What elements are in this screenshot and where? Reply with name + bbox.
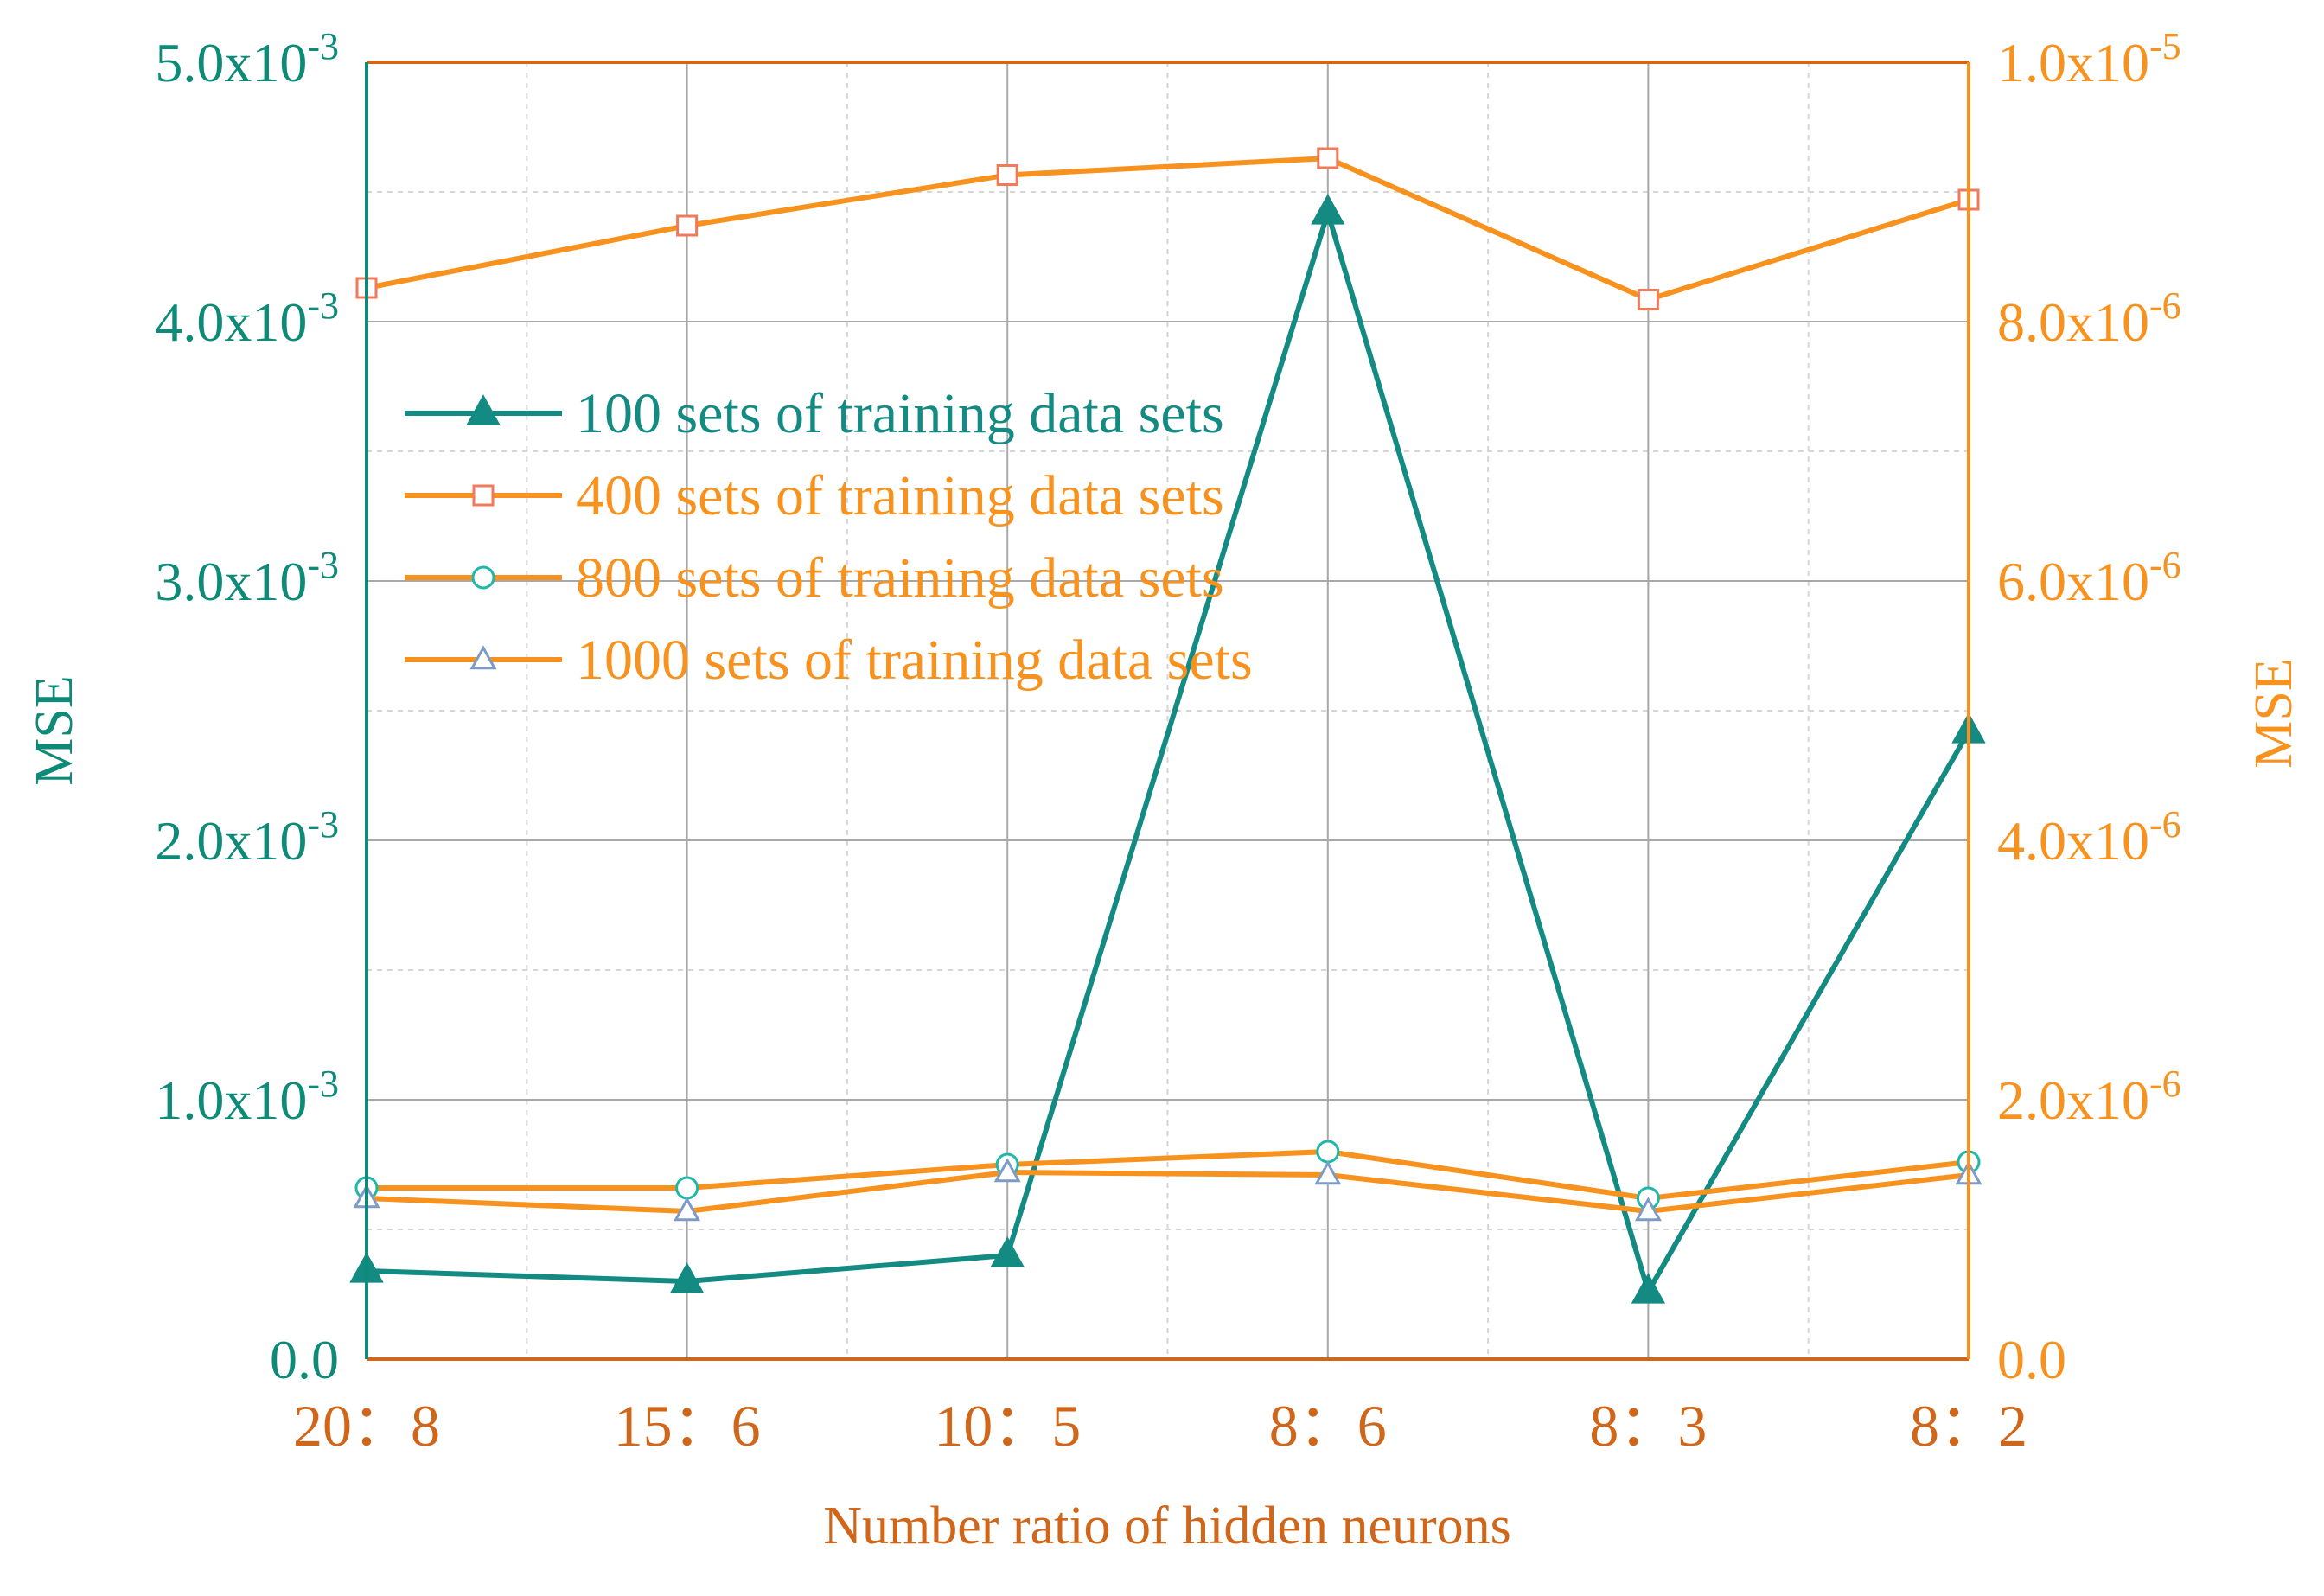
x-tick-label: 20：8 (293, 1393, 440, 1459)
data-point-s1-5 (1631, 1273, 1666, 1304)
left-tick-label: 2.0x10-3 (155, 803, 339, 871)
right-tick-label-exponent: -6 (2149, 544, 2181, 586)
right-tick-label-mantissa: 1.0x10 (1997, 32, 2149, 93)
right-tick-label-mantissa: 8.0x10 (1997, 291, 2149, 353)
left-axis-ticks: 0.01.0x10-32.0x10-33.0x10-34.0x10-35.0x1… (155, 25, 339, 1390)
data-point-s1-2 (669, 1262, 705, 1293)
legend-label-1: 100 sets of training data sets (576, 382, 1224, 445)
legend-marker-4 (469, 645, 497, 670)
legend-marker-1 (466, 394, 501, 425)
left-tick-label: 5.0x10-3 (155, 25, 339, 93)
left-tick-label-exponent: -3 (307, 284, 339, 327)
data-point-s2-4 (1317, 147, 1339, 169)
series-line-1 (366, 210, 1971, 1294)
left-tick-label-mantissa: 1.0x10 (155, 1069, 307, 1131)
axes (365, 61, 1970, 1361)
right-tick-label: 0.0 (1997, 1329, 2066, 1390)
data-point-s2-2 (676, 214, 699, 237)
left-tick-label: 0.0 (270, 1329, 339, 1390)
right-tick-label: 4.0x10-6 (1997, 803, 2181, 871)
left-tick-label-mantissa: 4.0x10 (155, 291, 307, 353)
data-point-s3-4 (1316, 1140, 1340, 1164)
data-point-s4-4 (1314, 1160, 1342, 1185)
right-tick-label-exponent: -6 (2149, 1063, 2181, 1105)
left-tick-label: 3.0x10-3 (155, 544, 339, 612)
data-point-s2-3 (996, 164, 1018, 186)
legend-marker-3 (471, 565, 495, 590)
right-tick-label: 2.0x10-6 (1997, 1063, 2181, 1131)
x-tick-label: 10：5 (934, 1393, 1081, 1459)
left-tick-label-exponent: -3 (307, 1063, 339, 1105)
data-point-s4-3 (993, 1158, 1021, 1183)
left-tick-label-exponent: -3 (307, 544, 339, 586)
series-layer (349, 147, 1986, 1304)
left-tick-label-exponent: -3 (307, 25, 339, 67)
right-tick-label-exponent: -6 (2149, 803, 2181, 846)
right-tick-label-mantissa: 2.0x10 (1997, 1069, 2149, 1131)
x-tick-label: 8：3 (1589, 1393, 1707, 1459)
right-tick-label: 1.0x10-5 (1997, 25, 2181, 93)
data-point-s2-5 (1637, 289, 1659, 310)
left-tick-label-mantissa: 5.0x10 (155, 32, 307, 93)
series-line-4 (366, 1170, 1970, 1214)
right-axis-ticks: 0.02.0x10-64.0x10-66.0x10-68.0x10-61.0x1… (1997, 25, 2181, 1390)
left-tick-label-mantissa: 3.0x10 (155, 551, 307, 612)
right-tick-label-exponent: -5 (2149, 25, 2181, 67)
legend-label-3: 800 sets of training data sets (576, 546, 1224, 610)
data-point-s1-3 (990, 1236, 1025, 1267)
data-point-s4-5 (1634, 1197, 1662, 1222)
data-point-s1-4 (1311, 194, 1345, 225)
right-tick-label-mantissa: 4.0x10 (1997, 810, 2149, 871)
left-tick-label: 1.0x10-3 (155, 1063, 339, 1131)
legend-label-4: 1000 sets of training data sets (576, 629, 1253, 692)
legend-marker-2 (472, 484, 495, 507)
right-tick-label-mantissa: 0.0 (1997, 1329, 2066, 1390)
right-tick-label-mantissa: 6.0x10 (1997, 551, 2149, 612)
data-point-s3-2 (675, 1176, 699, 1200)
series-line-3 (367, 1149, 1970, 1201)
left-tick-label-mantissa: 0.0 (270, 1329, 339, 1390)
right-tick-label: 8.0x10-6 (1997, 284, 2181, 353)
major-gridlines (367, 62, 1969, 1359)
legend-label-2: 400 sets of training data sets (576, 464, 1224, 527)
x-tick-label: 8：2 (1910, 1393, 2027, 1459)
x-tick-label: 8：6 (1269, 1393, 1387, 1459)
left-tick-label-exponent: -3 (307, 803, 339, 846)
legend: 100 sets of training data sets 400 sets o… (405, 382, 1253, 692)
left-tick-label: 4.0x10-3 (155, 284, 339, 353)
x-axis-label: Number ratio of hidden neurons (823, 1497, 1510, 1555)
series-line-2 (366, 156, 1970, 303)
x-axis-ticks: 20：8 15：6 10：5 8：6 8：3 8：2 (293, 1393, 2027, 1459)
right-axis-label: MSE (2244, 658, 2303, 768)
x-tick-label: 15：6 (614, 1393, 761, 1459)
minor-gridlines (367, 62, 1969, 1359)
left-axis-label: MSE (25, 675, 84, 785)
right-tick-label-exponent: -6 (2149, 284, 2181, 327)
data-point-s4-2 (674, 1197, 701, 1222)
left-tick-label-mantissa: 2.0x10 (155, 810, 307, 871)
right-tick-label: 6.0x10-6 (1997, 544, 2181, 612)
